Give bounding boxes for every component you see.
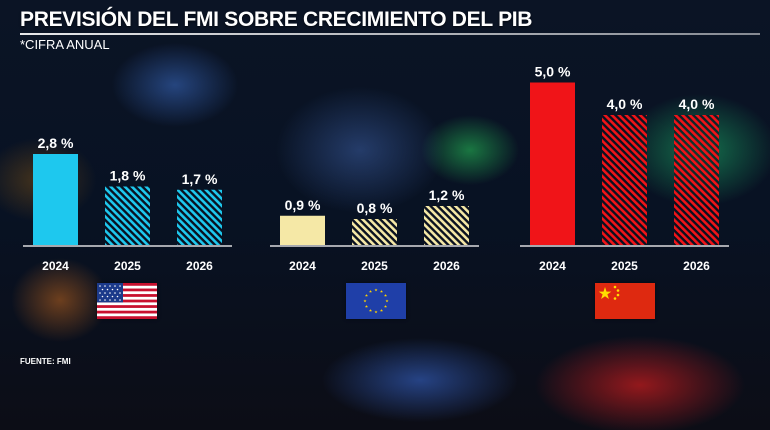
year-label: 2025 [611,259,638,273]
chart-subtitle: *CIFRA ANUAL [20,37,110,52]
data-label: 4,0 % [679,96,715,112]
year-label: 2024 [539,259,566,273]
eu-flag-icon [346,283,406,319]
data-label: 1,2 % [429,187,465,203]
bar-eu-2024 [280,215,325,245]
data-label: 5,0 % [535,64,571,80]
year-label: 2024 [289,259,316,273]
year-label: 2026 [683,259,710,273]
data-label: 0,9 % [285,197,321,213]
data-label: 0,8 % [357,200,393,216]
data-label: 1,8 % [110,168,146,184]
data-label: 4,0 % [607,96,643,112]
bar-eu-2026 [424,206,469,245]
year-label: 2025 [114,259,141,273]
bar-us-2024 [33,154,78,245]
year-label: 2026 [433,259,460,273]
bar-us-2025 [105,186,150,245]
china-flag-icon [595,283,655,319]
bar-china-2026 [674,115,719,245]
chart-title: PREVISIÓN DEL FMI SOBRE CRECIMIENTO DEL … [20,8,533,31]
source-note: FUENTE: FMI [20,357,71,366]
year-label: 2024 [42,259,69,273]
bar-china-2025 [602,115,647,245]
bar-eu-2025 [352,219,397,245]
year-label: 2026 [186,259,213,273]
title-underline [20,33,760,35]
bar-china-2024 [530,82,575,245]
year-label: 2025 [361,259,388,273]
bar-us-2026 [177,189,222,245]
data-label: 1,7 % [182,171,218,187]
us-flag-icon [97,283,157,319]
data-label: 2,8 % [38,135,74,151]
